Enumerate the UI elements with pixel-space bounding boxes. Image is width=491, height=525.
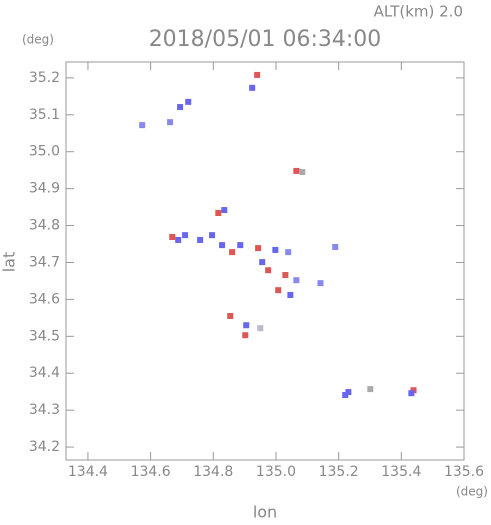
- radar-echo: [182, 232, 189, 239]
- radar-echo: [367, 386, 374, 393]
- y-axis-label: lat: [0, 252, 19, 273]
- y-tick-label: 34.5: [29, 328, 60, 344]
- x-tick-label: 135.4: [381, 464, 421, 480]
- radar-echo: [249, 84, 256, 91]
- x-unit: (deg): [456, 485, 488, 499]
- radar-echo: [257, 325, 264, 332]
- chart-subtitle: ALT(km) 2.0: [374, 3, 463, 21]
- radar-echo: [265, 267, 272, 274]
- radar-echo: [229, 249, 236, 256]
- y-tick-label: 34.9: [29, 181, 60, 197]
- y-tick-label: 35.0: [29, 144, 60, 160]
- radar-echo: [243, 322, 250, 329]
- x-tick-label: 135.0: [256, 464, 296, 480]
- y-tick-label: 34.4: [29, 365, 60, 381]
- y-tick-label: 34.8: [29, 218, 60, 234]
- radar-echo: [282, 272, 289, 279]
- radar-echo: [408, 390, 415, 397]
- radar-echo: [299, 169, 306, 176]
- radar-echo: [293, 167, 300, 174]
- x-tick-label: 134.6: [131, 464, 171, 480]
- y-tick-label: 35.2: [29, 70, 60, 86]
- radar-echo: [197, 236, 204, 243]
- radar-echo: [209, 232, 216, 239]
- y-tick-label: 34.3: [29, 402, 60, 418]
- y-tick-label: 34.7: [29, 254, 60, 270]
- y-tick-label: 34.2: [29, 439, 60, 455]
- radar-echo: [169, 234, 176, 241]
- radar-echo: [177, 104, 184, 111]
- radar-echo: [317, 280, 324, 287]
- radar-echo: [227, 313, 234, 320]
- radar-echo: [272, 246, 279, 253]
- y-tick-label: 34.6: [29, 291, 60, 307]
- radar-echo: [293, 277, 300, 284]
- plot-frame: [65, 61, 465, 461]
- radar-echo: [332, 243, 339, 250]
- radar-echo: [342, 392, 349, 399]
- chart-title: 2018/05/01 06:34:00: [149, 27, 382, 52]
- y-unit: (deg): [22, 33, 54, 47]
- radar-echo: [215, 210, 222, 217]
- radar-echo: [167, 119, 174, 126]
- radar-echo: [219, 242, 226, 249]
- radar-echo: [285, 249, 292, 256]
- radar-echo: [175, 236, 182, 243]
- x-tick-label: 134.4: [68, 464, 108, 480]
- radar-echo: [275, 287, 282, 294]
- radar-echo: [259, 259, 266, 266]
- radar-echo: [287, 291, 294, 298]
- radar-echo: [185, 98, 192, 105]
- radar-echo: [242, 332, 249, 339]
- radar-echo: [255, 245, 262, 252]
- radar-echo: [139, 122, 146, 129]
- x-tick-label: 134.8: [193, 464, 233, 480]
- x-tick-label: 135.2: [319, 464, 359, 480]
- x-tick-label: 135.6: [444, 464, 484, 480]
- radar-echo: [254, 71, 261, 78]
- radar-echo: [345, 389, 352, 396]
- x-axis-label: lon: [253, 503, 277, 522]
- y-tick-label: 35.1: [29, 107, 60, 123]
- radar-echo: [237, 242, 244, 249]
- radar-echo: [221, 207, 228, 214]
